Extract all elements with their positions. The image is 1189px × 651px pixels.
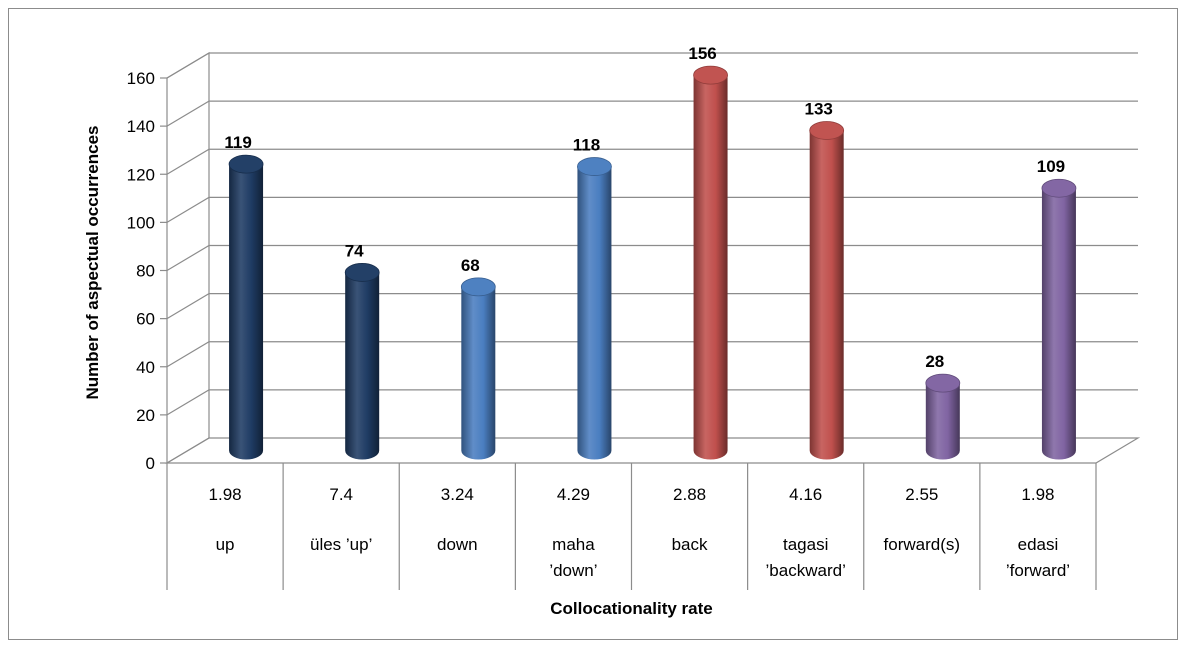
gridline — [166, 148, 1138, 175]
bar — [228, 154, 264, 460]
y-tick-label: 40 — [136, 358, 155, 377]
category-word-label-line2: ’down’ — [549, 561, 597, 580]
data-label: 119 — [224, 133, 251, 152]
bar — [460, 277, 496, 460]
data-label: 118 — [573, 136, 600, 155]
gridline — [166, 100, 1138, 127]
gridline — [166, 341, 1138, 368]
bar-top — [693, 65, 728, 85]
bar-body — [925, 383, 960, 460]
bar — [693, 65, 728, 460]
y-tick-label: 80 — [136, 262, 155, 281]
y-tick-label: 0 — [146, 454, 155, 473]
bar-top — [344, 263, 380, 282]
gridline — [166, 244, 1138, 272]
category-word-label-line2: ’backward’ — [766, 561, 846, 580]
bar-body — [809, 130, 844, 460]
category-rate-label: 7.4 — [329, 485, 353, 504]
bar-body — [1041, 188, 1076, 460]
bar-top — [228, 154, 264, 174]
bar — [809, 121, 845, 460]
data-label: 68 — [461, 256, 480, 275]
data-label: 74 — [345, 241, 364, 260]
category-rate-label: 1.98 — [1021, 485, 1054, 504]
y-tick-label: 100 — [127, 213, 155, 232]
bar-body — [693, 75, 728, 460]
bar — [1041, 178, 1077, 460]
category-rate-label: 2.55 — [905, 485, 938, 504]
category-word-label: forward(s) — [884, 535, 961, 554]
bars — [228, 65, 1077, 460]
bar-top — [577, 157, 612, 176]
category-word-label: down — [437, 535, 478, 554]
data-label: 133 — [805, 99, 833, 118]
category-word-label-line2: ’forward’ — [1006, 561, 1070, 580]
category-rate-label: 4.16 — [789, 485, 822, 504]
category-word-label: back — [672, 535, 708, 554]
bar-body — [461, 286, 496, 460]
category-rate-label: 2.88 — [673, 485, 706, 504]
bar — [577, 157, 612, 460]
gridline — [166, 293, 1138, 320]
gridline — [166, 196, 1138, 223]
bar-body — [229, 164, 264, 460]
bar — [925, 373, 961, 460]
y-tick-label: 120 — [127, 165, 155, 184]
chart-walls — [164, 51, 1141, 464]
category-word-label: up — [216, 535, 235, 554]
y-tick-label: 20 — [136, 406, 155, 425]
y-axis-title: Number of aspectual occurrences — [83, 126, 102, 400]
y-tick-label: 140 — [127, 117, 155, 136]
bar-top — [809, 121, 845, 140]
data-label: 109 — [1037, 157, 1065, 176]
category-rate-label: 1.98 — [209, 485, 242, 504]
x-axis-title: Collocationality rate — [550, 599, 712, 618]
category-rate-label: 3.24 — [441, 485, 474, 504]
category-word-label: tagasi — [783, 535, 828, 554]
y-tick-label: 60 — [136, 310, 155, 329]
bar-top — [460, 277, 496, 297]
category-word-label: üles ’up’ — [310, 535, 372, 554]
bar-body — [345, 272, 380, 460]
category-word-label: maha — [552, 535, 595, 554]
y-tick-label: 160 — [127, 69, 155, 88]
floor — [164, 437, 1141, 464]
bar-top — [1041, 178, 1077, 198]
bar-body — [577, 166, 612, 460]
gridline — [166, 389, 1138, 416]
y-axis-ticks: 0 20 40 60 80 100 120 140 160 — [127, 69, 168, 473]
category-rate-label: 4.29 — [557, 485, 590, 504]
data-labels: 119 74 68 118 156 133 28 109 — [224, 44, 1065, 371]
gridline — [166, 52, 1138, 79]
category-word-label: edasi — [1018, 535, 1059, 554]
bar-top — [925, 373, 961, 393]
category-table: 1.98 up 7.4 üles ’up’ 3.24 down 4.29 maha ’down’… — [166, 463, 1097, 590]
bar — [344, 263, 380, 460]
gridlines — [166, 52, 1138, 416]
data-label: 156 — [688, 44, 716, 63]
data-label: 28 — [925, 352, 944, 371]
